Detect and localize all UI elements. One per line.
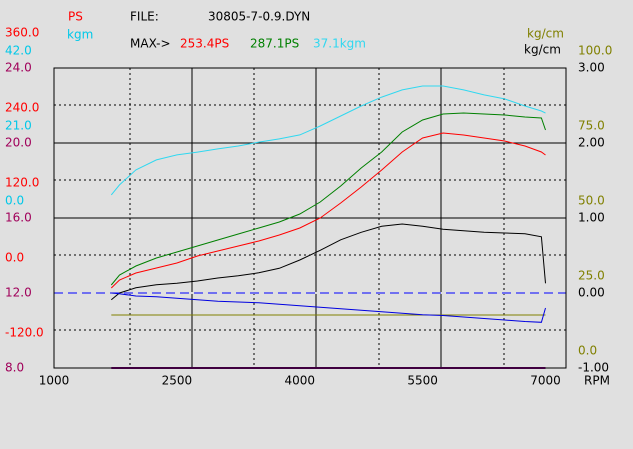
y-tick-label: 2.00 — [578, 136, 605, 150]
x-tick-label: 2500 — [162, 374, 193, 388]
series-line — [110, 132, 546, 289]
y-tick-label: 21.0 — [5, 119, 32, 133]
y-tick-label: 24.0 — [5, 61, 32, 75]
max-value-label: 37.1kgm — [313, 37, 366, 51]
y-tick-label: 120.0 — [5, 176, 39, 190]
y-tick-label: 12.0 — [5, 286, 32, 300]
y-tick-label: 25.0 — [578, 268, 605, 282]
y-tick-label: 8.0 — [5, 361, 24, 375]
max-label: MAX-> — [130, 37, 171, 51]
axis-title: PS — [68, 10, 83, 24]
y-tick-label: 16.0 — [5, 211, 32, 225]
x-tick-label: 4000 — [284, 374, 315, 388]
series-line — [110, 223, 546, 301]
y-tick-label: 100.0 — [578, 43, 612, 57]
y-tick-label: 0.0 — [5, 251, 24, 265]
x-tick-label: 7000 — [530, 374, 561, 388]
y-tick-label: -120.0 — [5, 326, 44, 340]
y-tick-label: 50.0 — [578, 193, 605, 207]
y-tick-label: 3.00 — [578, 61, 605, 75]
y-tick-label: 0.0 — [578, 343, 597, 357]
plot-frame — [53, 67, 567, 369]
y-tick-label: 75.0 — [578, 118, 605, 132]
series-line — [110, 85, 546, 196]
y-tick-label: -1.00 — [578, 361, 609, 375]
y-tick-label: 20.0 — [5, 136, 32, 150]
x-axis-label: RPM — [584, 374, 610, 388]
max-value-label: 287.1PS — [250, 37, 299, 51]
y-tick-label: 42.0 — [5, 44, 32, 58]
series-line — [110, 112, 546, 286]
axis-title: kg/cm — [524, 43, 561, 57]
y-tick-label: 1.00 — [578, 211, 605, 225]
axis-title: kg/cm — [527, 27, 564, 41]
y-tick-label: 0.00 — [578, 286, 605, 300]
x-tick-label: 1000 — [39, 374, 70, 388]
series-line — [111, 292, 546, 323]
x-tick-label: 5500 — [407, 374, 438, 388]
y-tick-label: 0.0 — [5, 194, 24, 208]
file-name: 30805-7-0.9.DYN — [208, 10, 310, 24]
file-label: FILE: — [130, 10, 159, 24]
y-tick-label: 240.0 — [5, 101, 39, 115]
axis-title: kgm — [67, 28, 93, 42]
max-value-label: 253.4PS — [180, 37, 229, 51]
y-tick-label: 360.0 — [5, 26, 39, 40]
